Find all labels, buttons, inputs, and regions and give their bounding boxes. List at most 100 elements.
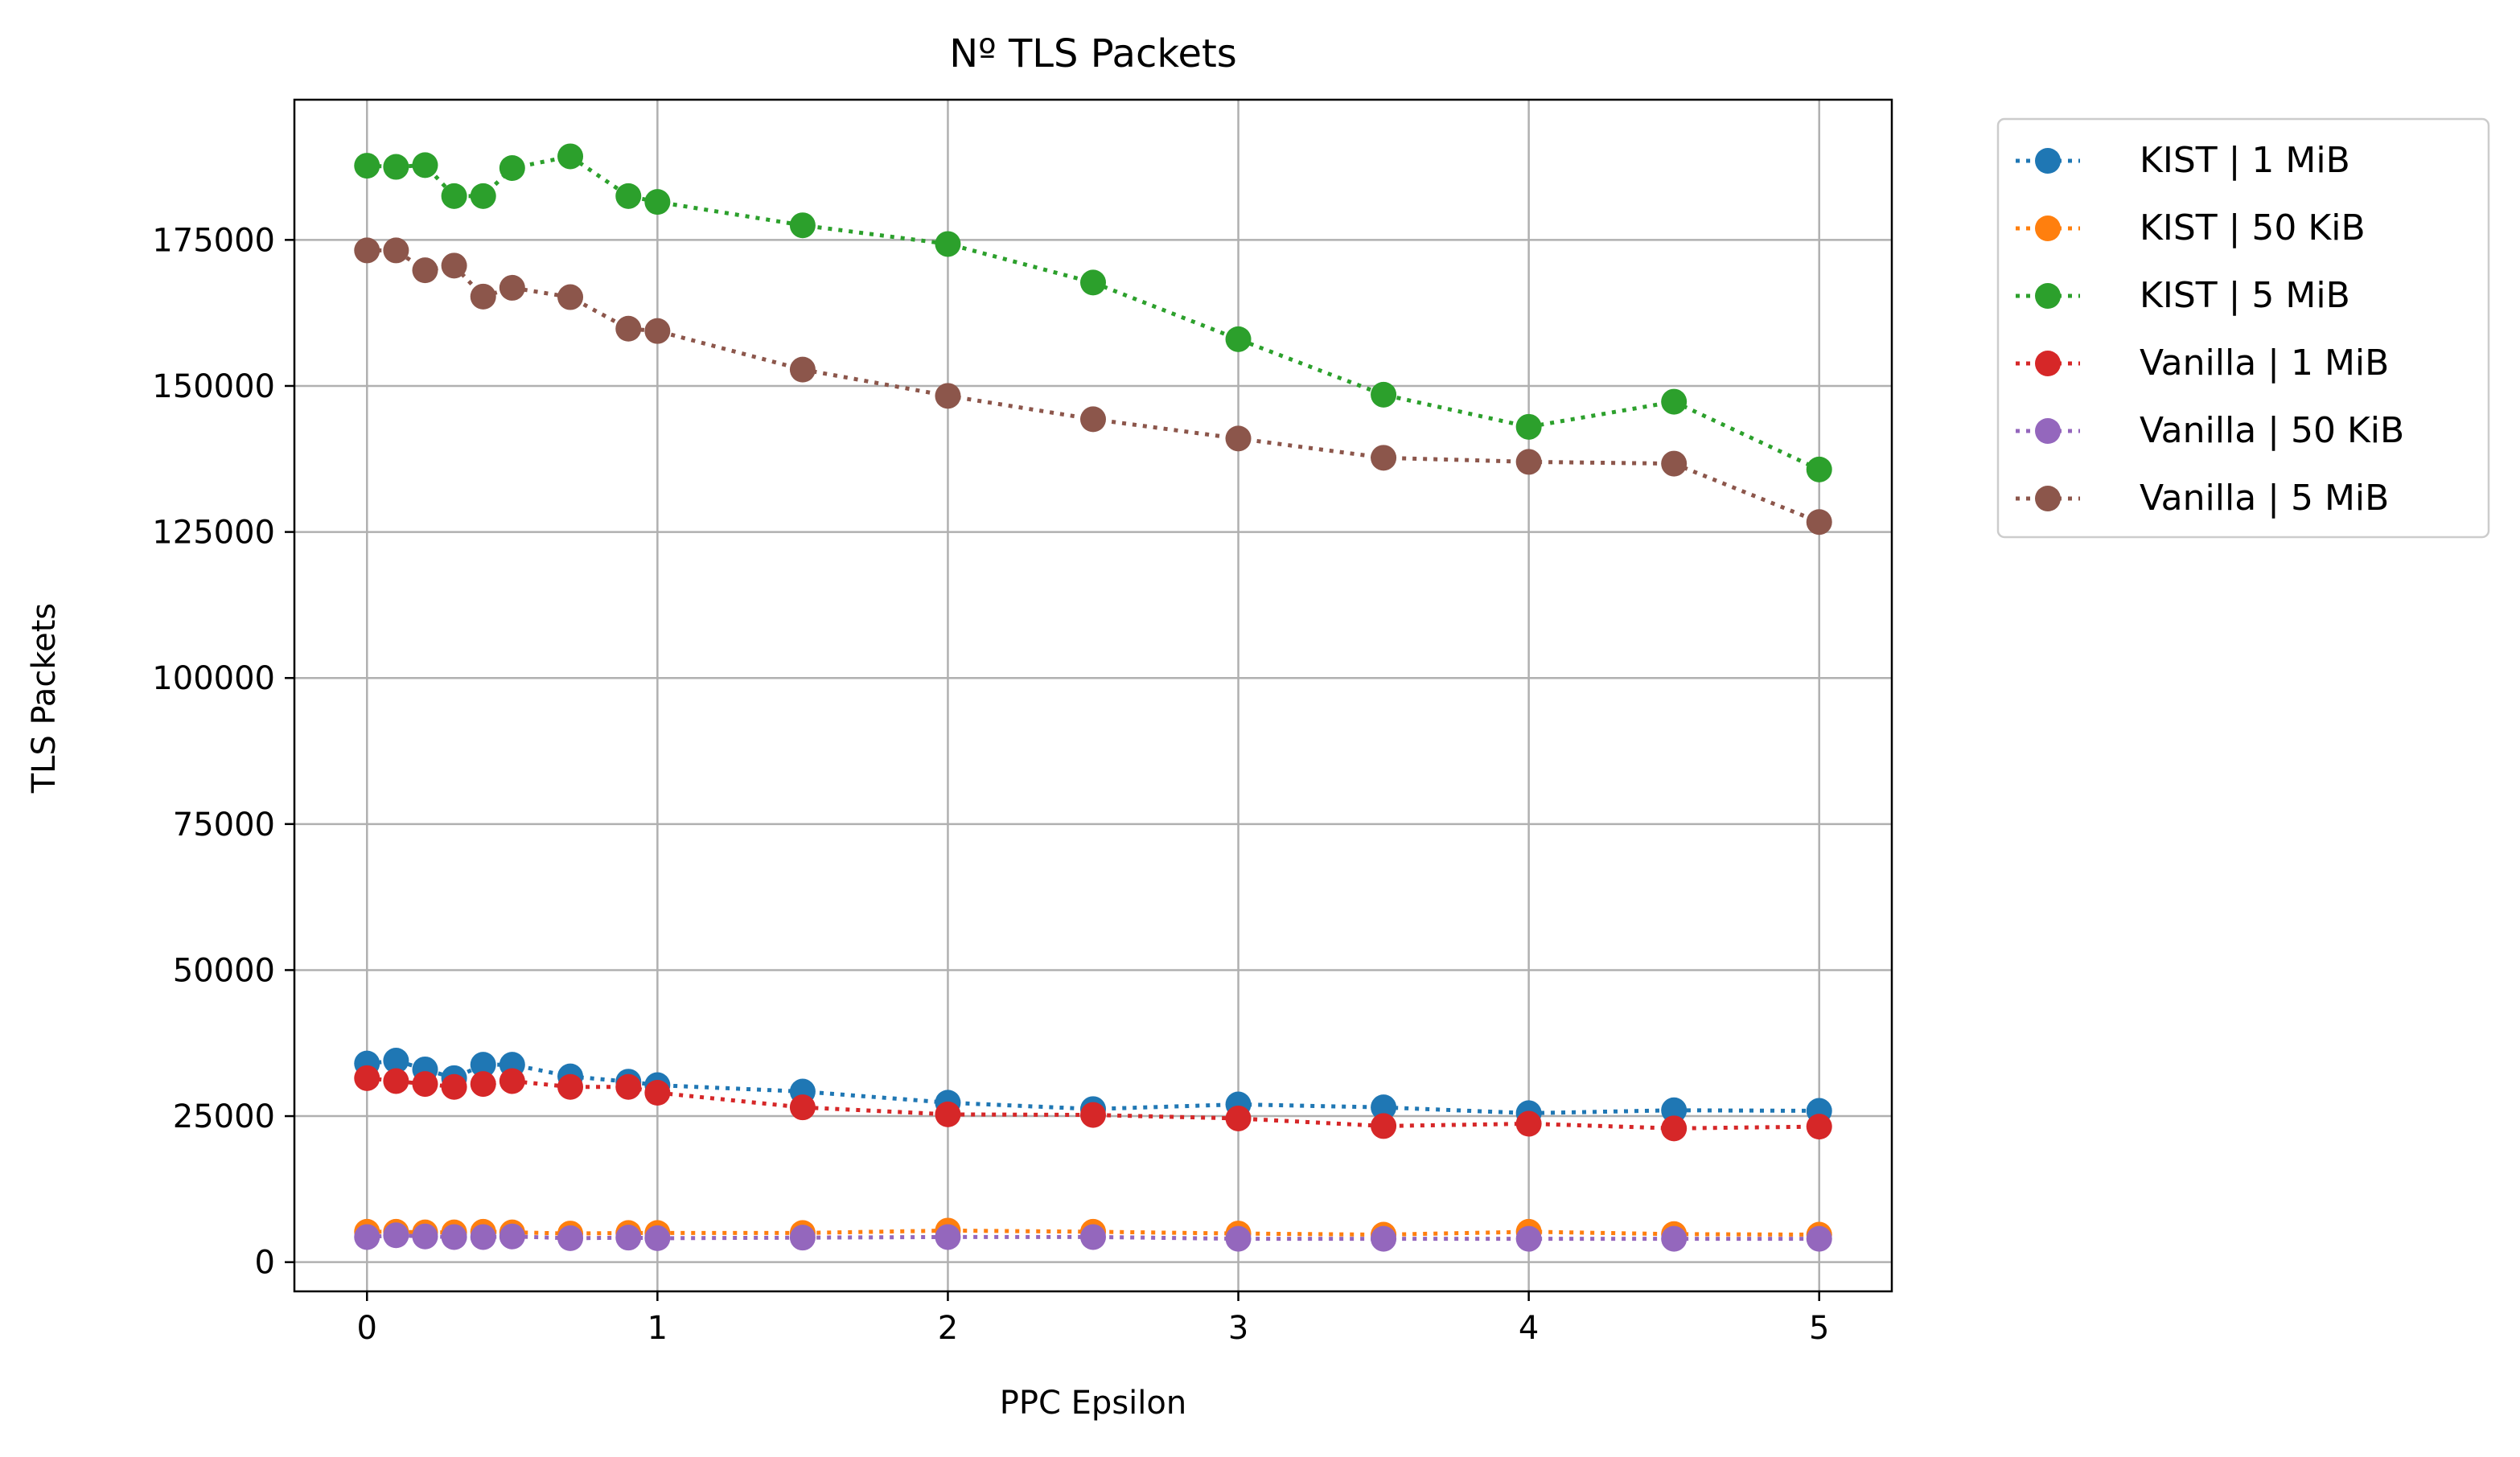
legend-label: Vanilla | 50 KiB <box>2140 410 2404 451</box>
data-point <box>644 1080 671 1106</box>
data-point <box>644 189 671 215</box>
x-axis-label: PPC Epsilon <box>1000 1385 1186 1422</box>
data-point <box>1225 425 1252 452</box>
plot-area-frame <box>293 98 1893 1293</box>
data-point <box>935 231 961 257</box>
data-point <box>615 183 642 209</box>
data-point <box>1080 269 1106 296</box>
data-point <box>383 1222 409 1249</box>
data-point <box>1661 1097 1688 1123</box>
data-point <box>935 383 961 409</box>
data-point <box>412 152 438 179</box>
series-line <box>367 154 1820 472</box>
legend-entry: KIST | 1 MiB <box>2016 140 2350 181</box>
legend-box <box>1996 117 2490 539</box>
legend-entry: Vanilla | 5 MiB <box>2016 478 2389 519</box>
series-group <box>354 143 1832 482</box>
data-point <box>615 1073 642 1100</box>
y-tick-label: 150000 <box>152 368 275 405</box>
y-tick-label: 125000 <box>152 515 275 552</box>
data-point <box>789 212 816 239</box>
data-point <box>557 284 584 310</box>
y-axis-label: TLS Packets <box>26 603 63 794</box>
series-group <box>354 1065 1832 1142</box>
data-point <box>557 143 584 170</box>
y-tick-label: 0 <box>255 1245 275 1282</box>
series-group <box>354 237 1832 536</box>
legend-entry: KIST | 5 MiB <box>2016 275 2350 316</box>
data-point <box>412 1223 438 1250</box>
legend-label: Vanilla | 1 MiB <box>2140 343 2389 384</box>
data-point <box>1515 413 1542 440</box>
data-point <box>441 252 467 279</box>
data-point <box>412 1071 438 1098</box>
data-point <box>383 1048 409 1074</box>
data-point <box>354 1224 380 1250</box>
data-point <box>383 154 409 180</box>
data-point <box>1371 1113 1397 1139</box>
legend-entry: Vanilla | 50 KiB <box>2016 410 2404 451</box>
y-tick-label: 75000 <box>173 806 275 843</box>
data-point <box>441 1224 467 1250</box>
x-tick-label: 0 <box>357 1310 377 1347</box>
y-tick-label: 100000 <box>152 660 275 697</box>
axis-ticks: 0 1 2 3 4 5 0 25000 50000 75000 100000 125000 150000… <box>152 222 1829 1347</box>
data-point <box>1806 1225 1832 1252</box>
data-point <box>499 1223 525 1250</box>
data-point <box>1661 1225 1688 1252</box>
data-point <box>1661 388 1688 415</box>
data-point <box>1806 456 1832 482</box>
data-point <box>470 283 496 310</box>
legend-marker <box>2035 418 2061 444</box>
legend-label: Vanilla | 5 MiB <box>2140 478 2389 519</box>
data-point <box>1515 1110 1542 1137</box>
data-point <box>1371 445 1397 471</box>
x-tick-label: 2 <box>938 1310 958 1347</box>
data-point <box>1225 1105 1252 1131</box>
legend-entry: Vanilla | 1 MiB <box>2016 343 2389 384</box>
data-point <box>1080 1224 1106 1250</box>
data-point <box>1225 1225 1252 1252</box>
x-tick-label: 4 <box>1519 1310 1539 1347</box>
data-point <box>615 1225 642 1251</box>
data-point <box>470 1071 496 1098</box>
data-point <box>354 153 380 179</box>
data-point <box>1225 326 1252 352</box>
data-point <box>935 1224 961 1250</box>
data-point <box>935 1101 961 1127</box>
x-tick-label: 3 <box>1228 1310 1248 1347</box>
data-point <box>499 154 525 181</box>
legend-marker <box>2035 283 2061 309</box>
data-point <box>557 1225 584 1251</box>
data-point <box>383 237 409 264</box>
data-point <box>499 274 525 301</box>
data-series <box>354 143 1832 1252</box>
y-tick-label: 50000 <box>173 952 275 989</box>
data-point <box>1661 450 1688 477</box>
data-point <box>499 1068 525 1094</box>
data-point <box>470 183 496 209</box>
legend-marker <box>2035 148 2061 174</box>
data-point <box>1806 1114 1832 1140</box>
data-point <box>441 1073 467 1100</box>
data-point <box>1661 1115 1688 1142</box>
data-point <box>354 237 380 264</box>
data-point <box>1371 1094 1397 1121</box>
data-point <box>789 1225 816 1251</box>
data-point <box>383 1068 409 1094</box>
data-point <box>1806 509 1832 536</box>
x-tick-label: 1 <box>647 1310 668 1347</box>
data-point <box>789 1094 816 1121</box>
legend: KIST | 1 MiB KIST | 50 KiB KIST | 5 MiB Van… <box>1996 117 2490 539</box>
legend-entry: KIST | 50 KiB <box>2016 207 2366 248</box>
data-point <box>644 1225 671 1251</box>
series-group <box>354 1222 1832 1252</box>
data-point <box>557 1073 584 1100</box>
x-tick-label: 5 <box>1809 1310 1829 1347</box>
data-point <box>441 183 467 209</box>
data-point <box>615 315 642 342</box>
series-line <box>367 1076 1819 1131</box>
data-point <box>1080 406 1106 433</box>
